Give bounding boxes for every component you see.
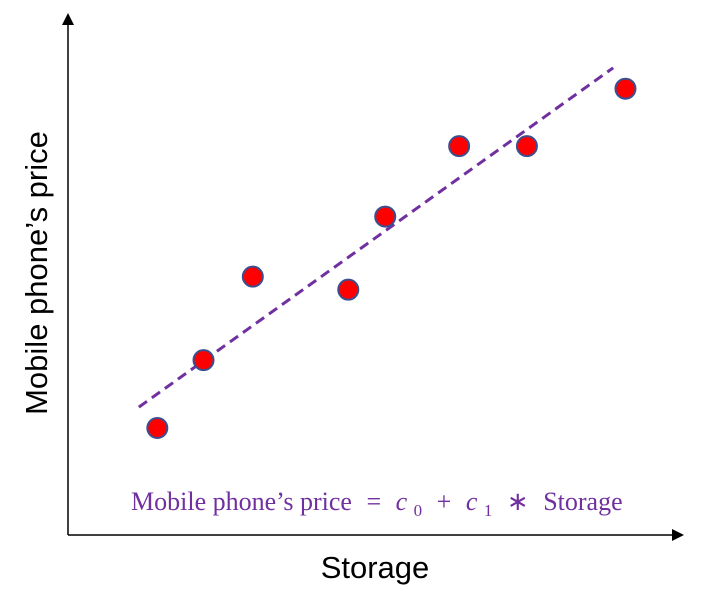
data-point [192, 349, 215, 372]
data-point [337, 278, 360, 301]
equation-c1-subscript: 1 [484, 501, 493, 520]
data-point [614, 77, 637, 100]
x-axis-label: Storage [321, 550, 430, 585]
equation-c0-subscript: 0 [414, 501, 423, 520]
equation-rhs: Storage [543, 487, 622, 516]
data-point [146, 416, 169, 439]
equation-lhs: Mobile phone’s price [131, 487, 352, 516]
equation-c0: c [396, 487, 408, 516]
equation-plus: + [437, 487, 452, 516]
data-point [241, 265, 264, 288]
equation-times: ∗ [507, 487, 529, 516]
equation-c1: c [466, 487, 478, 516]
data-points [146, 77, 637, 439]
data-point [374, 205, 397, 228]
x-axis-arrow [672, 529, 684, 541]
y-axis-label: Mobile phone’s price [19, 131, 54, 415]
data-point [515, 135, 538, 158]
equation-equals: = [366, 487, 381, 516]
data-point [448, 135, 471, 158]
regression-equation: Mobile phone’s price = c 0 + c 1 ∗ Stora… [131, 487, 623, 522]
y-axis-arrow [62, 13, 74, 25]
regression-line [137, 66, 615, 409]
